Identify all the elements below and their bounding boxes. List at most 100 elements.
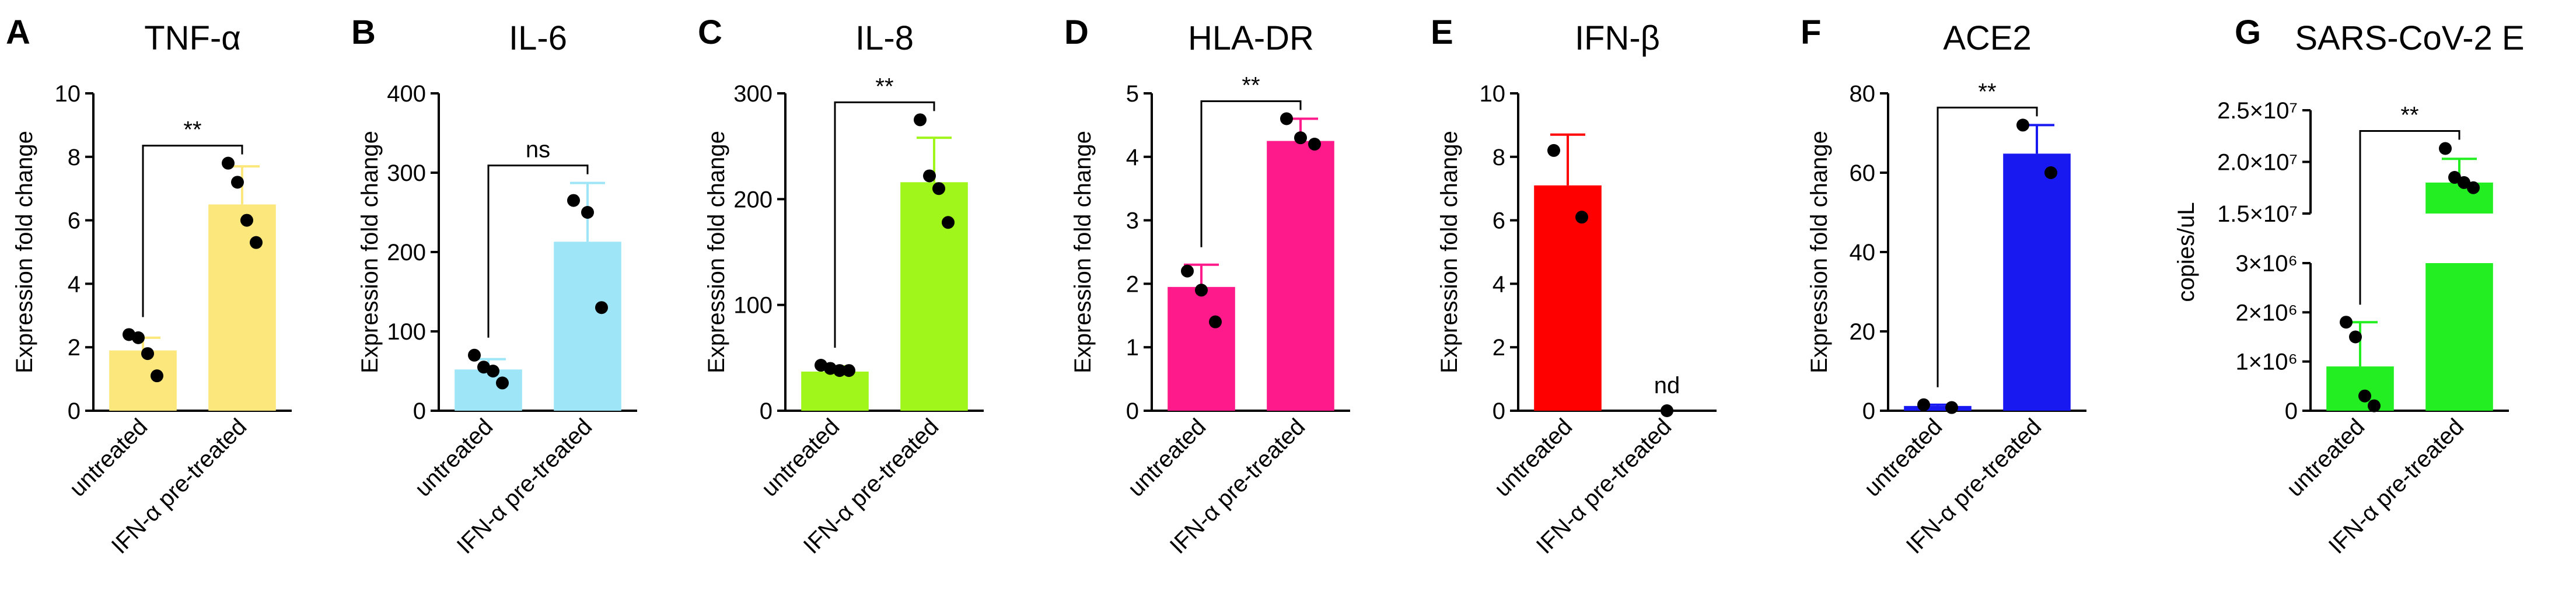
y-tick-label: 2×10⁶ [2235, 300, 2298, 326]
panel-title: HLA-DR [1188, 19, 1314, 57]
y-tick-label: 200 [733, 187, 773, 212]
bar [2425, 182, 2493, 214]
y-tick-label: 6 [68, 208, 81, 234]
data-point [1195, 284, 1208, 297]
y-tick-label: 2.0×10⁷ [2217, 150, 2298, 176]
y-axis-label: copies/uL [2173, 202, 2199, 302]
data-point [2016, 118, 2029, 132]
y-tick-label: 2.5×10⁷ [2217, 98, 2298, 124]
significance-bracket [487, 165, 589, 338]
data-point [2349, 330, 2362, 344]
y-tick-label: 100 [387, 319, 426, 345]
data-point [843, 364, 855, 377]
data-point [1575, 211, 1588, 224]
y-tick-label: 1×10⁶ [2235, 349, 2298, 375]
data-point [567, 194, 580, 207]
data-point [151, 369, 163, 383]
panel-letter: A [6, 13, 30, 51]
data-point [1181, 264, 1194, 278]
data-point [141, 347, 154, 361]
y-tick-label: 4 [68, 271, 81, 297]
data-point [1308, 138, 1321, 151]
panel-title: IL-6 [509, 19, 567, 57]
x-tick-label: untreated [1490, 414, 1578, 502]
y-tick-label: 200 [387, 240, 426, 265]
bar [1534, 185, 1602, 411]
y-tick-label: 300 [387, 160, 426, 186]
data-point [496, 376, 509, 390]
y-axis-label: Expression fold change [1436, 131, 1462, 373]
data-point [942, 216, 955, 229]
y-tick-label: 6 [1493, 208, 1505, 234]
significance-label: ns [526, 137, 550, 163]
y-axis-label: Expression fold change [704, 131, 729, 373]
data-point [2467, 181, 2480, 194]
data-point [1294, 131, 1307, 145]
data-point [1547, 144, 1560, 157]
significance-label: ** [875, 74, 893, 99]
bar [2425, 263, 2493, 411]
y-tick-label: 0 [68, 398, 81, 424]
panel-title: TNF-α [144, 19, 241, 57]
data-point [2340, 316, 2353, 329]
panel-letter: G [2235, 13, 2261, 51]
y-tick-label: 300 [733, 81, 773, 107]
y-tick-label: 40 [1850, 240, 1876, 265]
bar [1168, 286, 1235, 411]
y-tick-label: 8 [1493, 145, 1505, 170]
x-tick-label: untreated [757, 414, 845, 502]
significance-bracket [1937, 106, 2038, 387]
y-tick-label: 4 [1126, 145, 1139, 170]
bar [2003, 153, 2071, 411]
y-tick-label: 0 [760, 398, 773, 424]
data-point [132, 331, 145, 344]
data-point [1280, 112, 1293, 125]
y-tick-label: 3×10⁶ [2235, 251, 2298, 277]
data-point [2448, 171, 2461, 184]
data-point [581, 206, 594, 219]
data-point [468, 348, 481, 362]
y-tick-label: 4 [1493, 271, 1505, 297]
significance-label: ** [1242, 73, 1260, 99]
significance-bracket [1200, 100, 1302, 247]
bar [801, 371, 869, 411]
data-point [1661, 404, 1673, 417]
bar [554, 242, 621, 411]
significance-bracket [142, 145, 243, 317]
y-tick-label: 0 [2285, 398, 2298, 424]
data-point [231, 176, 244, 189]
panel-title: IL-8 [855, 19, 914, 57]
data-point [932, 182, 945, 195]
data-point [923, 169, 936, 183]
y-axis-label: Expression fold change [1806, 131, 1832, 373]
y-tick-label: 100 [733, 293, 773, 319]
annotation: nd [1654, 373, 1680, 398]
y-tick-label: 0 [1493, 398, 1505, 424]
x-tick-label: untreated [410, 414, 498, 502]
y-tick-label: 2 [1126, 271, 1139, 297]
panel-title: ACE2 [1943, 19, 2032, 57]
data-point [833, 364, 846, 377]
data-point [250, 236, 263, 249]
data-point [487, 365, 499, 377]
bar [208, 204, 276, 411]
significance-label: ** [1978, 79, 1996, 104]
y-axis-label: Expression fold change [1070, 131, 1096, 373]
y-tick-label: 8 [68, 145, 81, 170]
data-point [595, 301, 608, 314]
x-tick-label: untreated [2282, 414, 2370, 502]
data-point [2358, 389, 2371, 403]
y-tick-label: 20 [1850, 319, 1876, 345]
y-tick-label: 60 [1850, 160, 1876, 186]
y-tick-label: 1 [1126, 335, 1139, 361]
bar [1904, 405, 1972, 411]
panel-title: IFN-β [1575, 19, 1660, 57]
data-point [914, 113, 927, 127]
panel-letter: E [1431, 13, 1453, 51]
panel-letter: C [698, 13, 722, 51]
significance-label: ** [2400, 102, 2418, 128]
bar [1267, 141, 1334, 411]
y-tick-label: 2 [68, 335, 81, 361]
